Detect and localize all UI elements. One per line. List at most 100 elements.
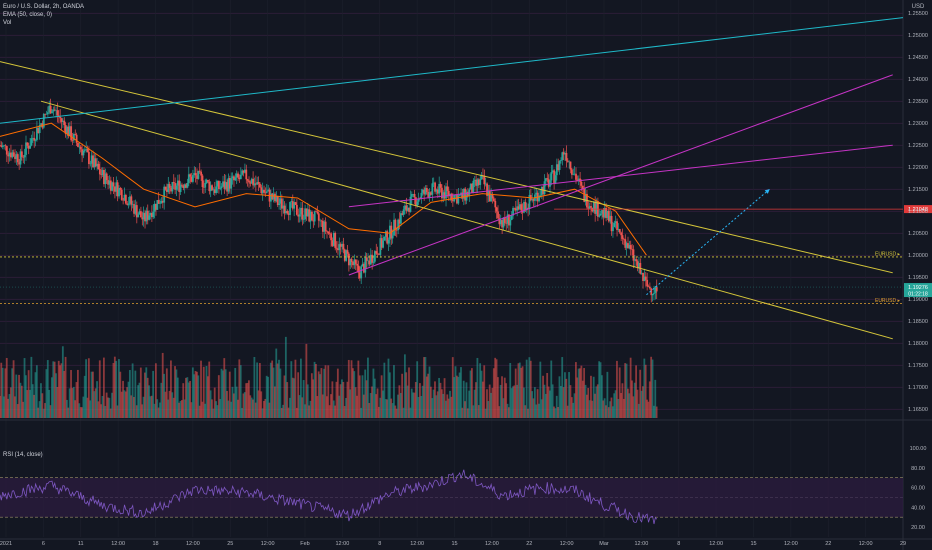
candle-body [646, 279, 649, 287]
candle-body [123, 194, 126, 201]
candle-body [598, 215, 601, 217]
candle-body [155, 203, 157, 210]
volume-bar [223, 358, 226, 418]
candle-body [365, 257, 368, 261]
volume-bar [393, 365, 395, 418]
level-label: EURUSD ▸ [875, 298, 901, 304]
volume-bar [484, 408, 487, 418]
volume-bar [610, 397, 613, 418]
candle-body [157, 200, 160, 204]
volume-bar [302, 380, 305, 418]
volume-bar [141, 404, 144, 418]
volume-bar [308, 405, 311, 418]
candle-body [447, 190, 450, 197]
candle-body [360, 266, 363, 279]
candle-body [274, 193, 276, 202]
volume-bar [343, 406, 346, 418]
candle-body [547, 179, 550, 187]
candle-body [11, 152, 14, 158]
volume-bar [113, 356, 116, 418]
volume-bar [454, 366, 457, 418]
ema-legend[interactable]: EMA (50, close, 0) [3, 12, 53, 18]
candle-body [382, 240, 384, 248]
candle-body [4, 145, 7, 147]
candle-body [148, 215, 151, 220]
volume-bar [298, 395, 301, 418]
candle-body [380, 238, 383, 248]
candle-body [324, 221, 327, 232]
candle-body [532, 199, 535, 201]
volume-bar [643, 358, 646, 418]
candle-body [545, 178, 547, 182]
volume-bar [382, 390, 384, 418]
candle-body [237, 173, 239, 178]
candle-body [572, 174, 575, 175]
volume-bar [230, 401, 233, 418]
volume-bar [55, 373, 57, 418]
candle-body [264, 192, 267, 194]
volume-bar [211, 399, 213, 418]
candle-body [33, 137, 36, 141]
volume-bar [421, 385, 424, 418]
candle-body [354, 259, 357, 264]
volume-bar [471, 368, 473, 418]
volume-bar [41, 393, 44, 418]
volume-bar [419, 383, 421, 418]
volume-bar [386, 399, 388, 418]
candle-body [226, 182, 229, 192]
volume-bar [261, 408, 264, 418]
rsi-legend[interactable]: RSI (14, close) [3, 452, 43, 458]
candle-body [434, 182, 436, 192]
volume-bar [388, 372, 391, 418]
candle-body [527, 207, 530, 209]
volume-bar [438, 377, 440, 418]
volume-legend[interactable]: Vol [3, 20, 12, 26]
volume-bar [543, 384, 546, 418]
volume-bar [116, 405, 119, 418]
level-badge [904, 205, 932, 214]
symbol-title[interactable]: Euro / U.S. Dollar, 2h, OANDA [3, 4, 85, 10]
volume-bar [115, 360, 118, 418]
volume-bar [339, 384, 342, 418]
candle-body [624, 239, 627, 248]
candle-body [402, 209, 405, 215]
volume-bar [237, 399, 239, 418]
volume-bar [50, 377, 53, 418]
volume-bar [580, 365, 583, 418]
volume-bar [491, 387, 494, 418]
candle-body [94, 158, 97, 167]
volume-bar [190, 402, 193, 418]
candle-body [14, 156, 16, 159]
candle-body [501, 220, 504, 228]
volume-bar [176, 377, 179, 418]
time-tick-label: 15 [451, 541, 457, 547]
volume-bar [536, 389, 539, 418]
volume-bar [334, 405, 337, 418]
candle-body [276, 195, 279, 206]
price-tick-label: 1.25500 [908, 11, 928, 17]
volume-bar [540, 399, 543, 418]
candle-body [369, 254, 372, 265]
candle-body [350, 258, 353, 262]
candle-body [96, 163, 99, 167]
candle-body [115, 182, 118, 192]
candle-body [394, 219, 397, 230]
volume-bar [521, 366, 524, 418]
volume-bar [566, 405, 569, 418]
candle-body [198, 170, 201, 172]
candle-body [197, 170, 200, 179]
volume-bar [22, 401, 25, 418]
volume-bar [94, 388, 97, 418]
candle-body [401, 213, 404, 215]
volume-bar [354, 387, 357, 418]
candle-body [393, 219, 395, 236]
volume-bar [135, 405, 138, 418]
volume-bar [239, 365, 242, 418]
volume-bar [78, 403, 81, 418]
rsi-tick-label: 20.00 [911, 525, 925, 531]
volume-bar [174, 366, 176, 418]
candle-body [38, 124, 41, 133]
volume-bar [241, 407, 243, 418]
